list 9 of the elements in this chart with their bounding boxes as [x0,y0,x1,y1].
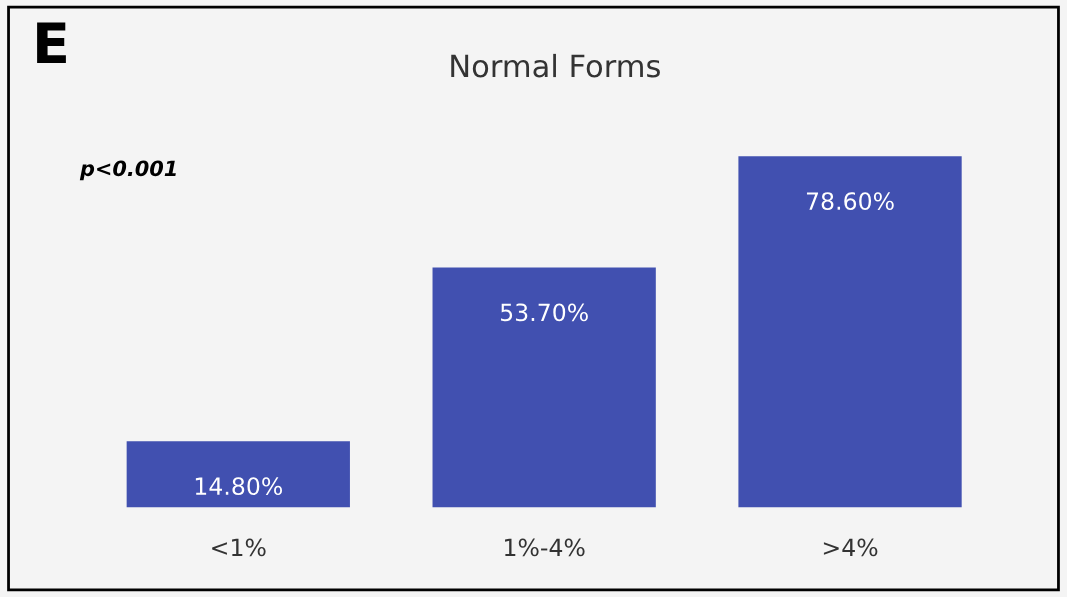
x-tick-label: >4% [823,538,878,557]
annotation: p<0.001 [79,160,176,181]
data-label: 53.70% [500,303,588,322]
text: E [37,22,66,64]
data-label: 14.80% [195,477,283,496]
data-label: 78.60% [806,192,894,211]
chart-title: Normal Forms [451,53,660,78]
x-tick-label: 1%-4% [505,538,585,557]
x-tick-label: <1% [212,538,266,557]
